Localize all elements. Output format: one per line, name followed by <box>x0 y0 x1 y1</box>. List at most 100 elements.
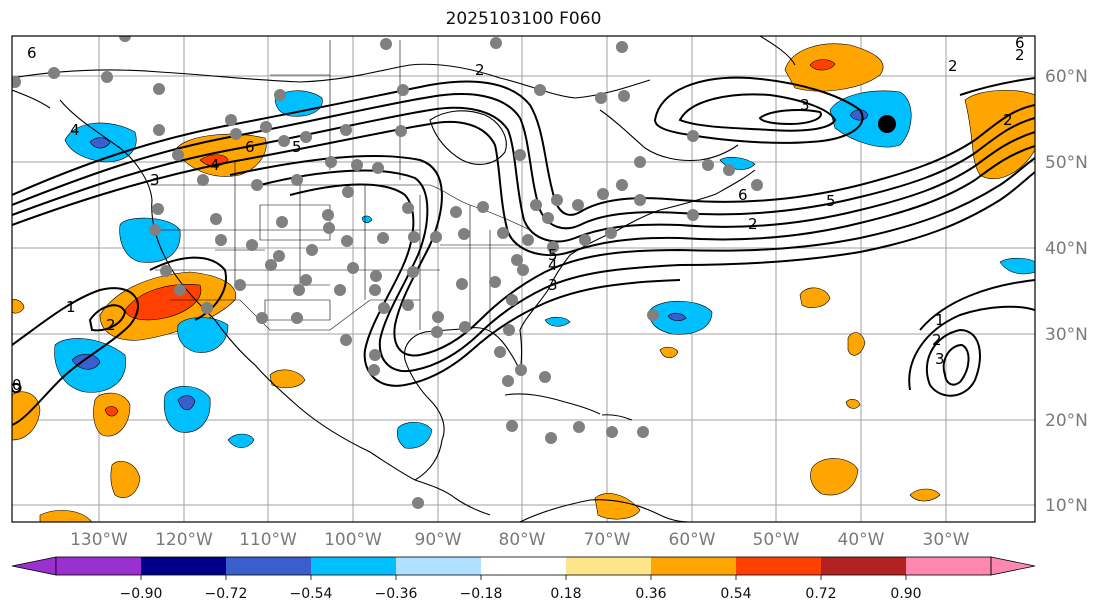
shade-pos-gulf <box>659 346 679 359</box>
hudson-bay <box>429 110 507 165</box>
colorbar-segment <box>821 557 906 575</box>
lon-label: 120°W <box>155 530 213 550</box>
lon-label: 70°W <box>584 530 631 550</box>
contour-label: 6 <box>738 186 748 204</box>
contour-label: 2 <box>932 331 942 349</box>
shade-neg-caribbean-2 <box>227 433 255 448</box>
contour-label: 5 <box>548 246 558 264</box>
contour-east-low-2 <box>908 305 1035 391</box>
contour-label: 5 <box>826 192 836 210</box>
contour-label: 1 <box>935 311 945 329</box>
lon-label: 40°W <box>838 530 885 550</box>
colorbar-tick-label: 0.90 <box>890 586 921 602</box>
colorbar-tick-label: 0.36 <box>635 586 666 602</box>
lon-label: 100°W <box>324 530 382 550</box>
contour-label: 1 <box>66 298 76 316</box>
shade-pos-pacific-4-core <box>104 406 119 417</box>
contour-pac-ring <box>12 382 22 394</box>
shade-pos-mexico <box>269 369 306 389</box>
shade-neg-sargasso <box>544 316 571 327</box>
colorbar-segment <box>906 557 991 575</box>
contour-low-atl-3 <box>758 109 822 126</box>
shade-neg-pacific-2-core <box>71 353 101 370</box>
map-title: 2025103100 F060 <box>445 9 602 29</box>
contour-label: 6 <box>1015 34 1025 52</box>
contour-label: 6 <box>27 44 37 62</box>
map-frame <box>11 35 1036 523</box>
south-america-north <box>519 499 691 522</box>
colorbar-tick-label: 0.18 <box>550 586 581 602</box>
contour-label: 4 <box>548 256 558 274</box>
labrador-coast <box>599 109 739 162</box>
shade-neg-alaska-core <box>89 137 111 149</box>
contour-trough-2 <box>259 169 1035 373</box>
anomaly-shading <box>12 43 1035 522</box>
colorbar-segment <box>311 557 396 575</box>
shade-pos-atlantic-2 <box>847 332 866 356</box>
contour-sub-2 <box>88 304 127 332</box>
lon-labels: 130°W 120°W 110°W 100°W 90°W 80°W 70°W 6… <box>70 530 970 550</box>
colorbar: −0.90 −0.72 −0.54 −0.36 −0.18 0.18 0.36 … <box>11 556 1036 602</box>
aleutians <box>12 89 51 109</box>
colorbar-segment <box>226 557 311 575</box>
contour-label: 5 <box>292 138 302 156</box>
colorbar-tick-label: −0.90 <box>120 586 163 602</box>
contour-label: 4 <box>210 156 220 174</box>
contour-label: 2 <box>748 215 758 233</box>
shade-neg-atlantic-central-core <box>667 312 687 322</box>
contour-label: 4 <box>70 121 80 139</box>
lat-label: 10°N <box>1045 496 1088 516</box>
contour-sub-1 <box>12 287 140 426</box>
colorbar-segment <box>990 556 1036 576</box>
colorbar-segment <box>651 557 736 575</box>
shade-neg-pacific-3-core <box>177 395 196 411</box>
contour-label: 2 <box>1003 111 1013 129</box>
contour-east-low-3 <box>925 328 981 397</box>
colorbar-segment <box>736 557 821 575</box>
storm-center-marker <box>878 115 896 133</box>
colorbar-segment <box>566 557 651 575</box>
lat-label: 30°N <box>1045 325 1088 345</box>
shade-neg-pacific-1 <box>119 217 181 263</box>
colorbar-tick-label: −0.54 <box>290 586 333 602</box>
colorbar-segment <box>11 556 57 576</box>
cuba <box>504 393 601 415</box>
greenland <box>759 36 796 66</box>
north-america-west-coast <box>59 99 416 481</box>
lat-label: 50°N <box>1045 153 1088 173</box>
colorbar-segment <box>481 557 566 575</box>
contour-label: 2 <box>106 316 116 334</box>
lon-label: 110°W <box>239 530 297 550</box>
contour-jet-4 <box>12 120 1035 257</box>
canada-arctic <box>12 63 651 99</box>
contour-high-east <box>959 77 1035 96</box>
shade-neg-atlantic-east <box>999 257 1035 275</box>
contour-east-low-4 <box>942 343 970 386</box>
lon-label: 50°W <box>753 530 800 550</box>
lat-labels: 60°N 50°N 40°N 30°N 20°N 10°N <box>1045 67 1088 516</box>
shade-pos-atlantic-5 <box>845 399 861 409</box>
contour-label: 3 <box>935 350 945 368</box>
political-borders <box>150 40 531 331</box>
contour-label: 3 <box>150 171 160 189</box>
contour-label-group: 6 2 3 4 6 5 4 3 2 1 2 3 2 6 5 2 2 1 2 3 … <box>12 34 1025 394</box>
colorbar-segment <box>141 557 226 575</box>
shade-pos-pacific-6 <box>110 460 141 498</box>
lat-label: 20°N <box>1045 411 1088 431</box>
colorbar-tick-label: −0.36 <box>375 586 418 602</box>
shade-pos-pacific-7 <box>39 510 93 522</box>
contour-label: 6 <box>245 138 255 156</box>
shade-pos-atlantic-1 <box>799 287 831 308</box>
contour-label: 2 <box>475 61 485 79</box>
shade-pos-atlantic-north-core <box>809 59 836 71</box>
contour-jet-3 <box>12 106 1035 243</box>
contour-label: 3 <box>548 276 558 294</box>
colorbar-tick-label: −0.18 <box>460 586 503 602</box>
hispaniola <box>601 414 633 421</box>
shade-pos-atlantic-north <box>784 43 884 92</box>
colorbar-tick-label: 0.72 <box>805 586 836 602</box>
station-dots <box>12 36 763 509</box>
contour-label: 2 <box>1015 46 1025 64</box>
lon-label: 90°W <box>415 530 462 550</box>
